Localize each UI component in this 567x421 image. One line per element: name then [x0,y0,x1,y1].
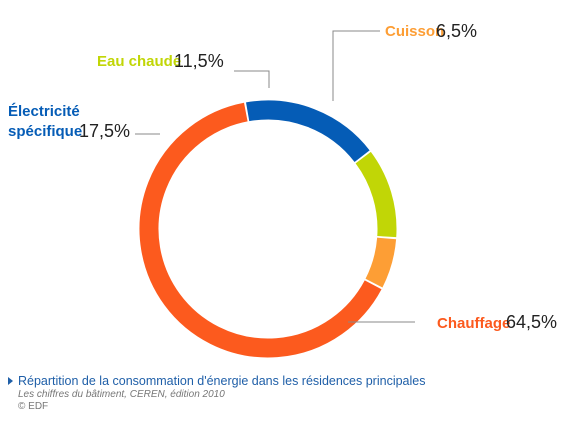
chart-caption: Répartition de la consommation d'énergie… [8,374,548,412]
leader-eau-chaude [234,70,270,88]
label-eau-chaude-name: Eau chaude [97,53,181,70]
donut-slices [139,100,397,358]
slice-electricite-specifique [246,100,370,163]
leader-cuisson [332,30,380,101]
leader-lines [135,30,415,323]
label-electricite-value: 17,5% [79,121,130,141]
slice-chauffage [139,102,382,358]
caption-copyright: © EDF [18,401,49,412]
label-electricite-name-line2: spécifique [8,123,82,140]
label-chauffage-value: 64,5% [506,312,557,332]
label-eau-chaude-value: 11,5% [174,51,224,71]
caption-title-row: Répartition de la consommation d'énergie… [8,374,548,388]
caption-arrow-icon [8,377,13,385]
slice-cuisson [365,237,397,288]
label-electricite-name-line1: Électricité [8,103,80,120]
label-chauffage-name: Chauffage [437,315,510,332]
label-cuisson-name: Cuisson [385,23,444,40]
label-cuisson-value: 6,5% [436,21,477,41]
slice-eau-chaude [355,151,397,238]
caption-source: Les chiffres du bâtiment, CEREN, édition… [18,389,225,400]
caption-title: Répartition de la consommation d'énergie… [18,374,426,388]
